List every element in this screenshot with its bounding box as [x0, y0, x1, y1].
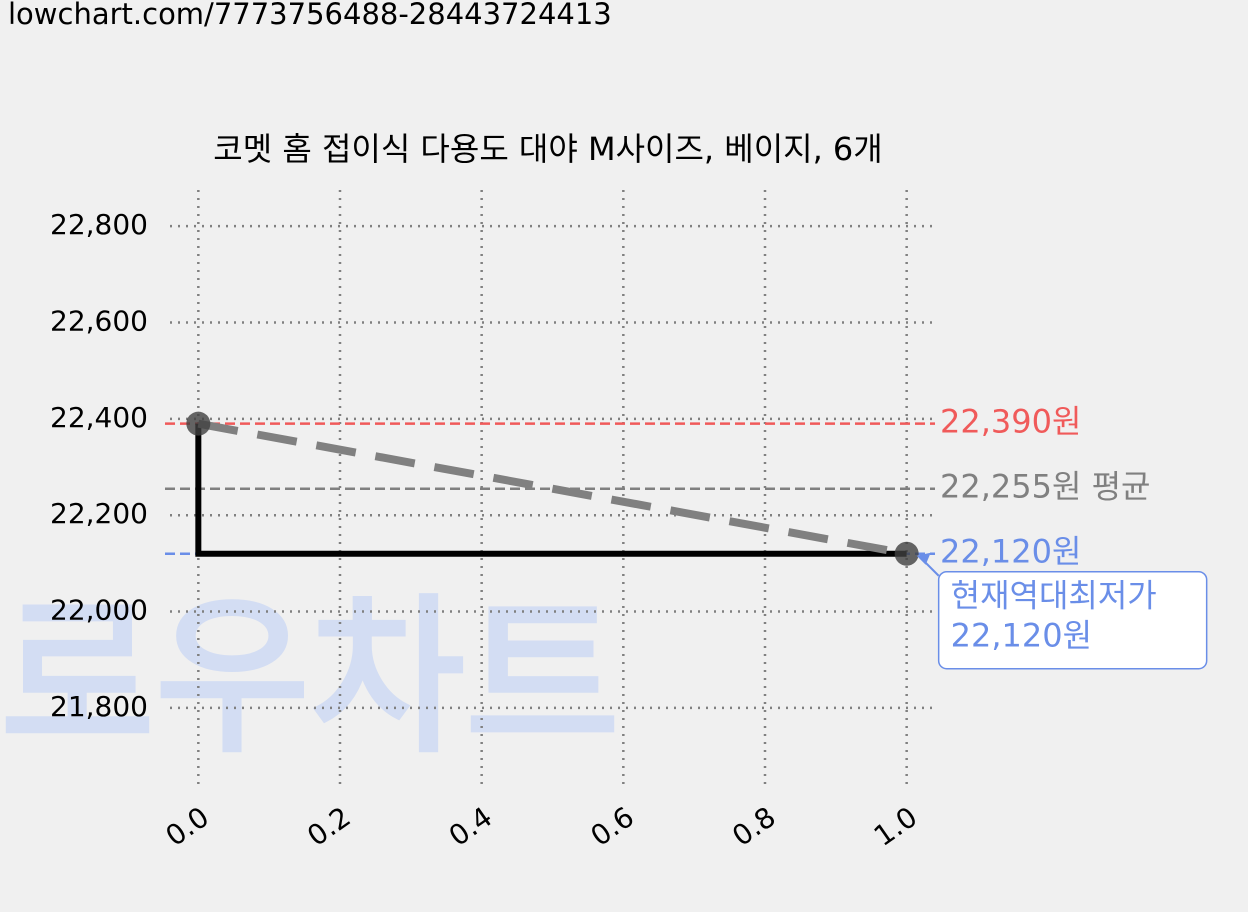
y-tick-label: 22,400 — [50, 401, 148, 434]
chart-title: 코멧 홈 접이식 다용도 대야 M사이즈, 베이지, 6개 — [213, 130, 882, 168]
reference-label: 22,120원 — [940, 533, 1081, 571]
point — [186, 411, 211, 436]
x-tick-label: 1.0 — [868, 800, 923, 853]
point — [894, 541, 919, 566]
reference-label: 22,255원 평균 — [940, 468, 1150, 506]
reference-label: 22,390원 — [940, 403, 1081, 441]
x-tick-label: 0.4 — [443, 800, 498, 853]
x-tick-label: 0.8 — [726, 800, 781, 853]
x-tick-label: 0.0 — [160, 800, 215, 853]
annotation-box — [937, 570, 1208, 670]
trend-line — [197, 419, 908, 558]
y-tick-label: 21,800 — [50, 690, 148, 723]
y-tick-label: 22,800 — [50, 208, 148, 241]
y-tick-label: 22,600 — [50, 304, 148, 337]
url: lowchart.com/7773756488-28443724413 — [8, 0, 612, 31]
annotation-text: 22,120원 — [951, 617, 1092, 655]
x-tick-label: 0.6 — [585, 800, 640, 853]
step-line — [195, 423, 907, 557]
y-tick-label: 22,200 — [50, 497, 148, 530]
x-tick-label: 0.2 — [301, 800, 356, 853]
annotation-arrowhead — [916, 552, 931, 565]
y-tick-label: 22,000 — [50, 594, 148, 627]
watermark: 로우차트 — [0, 579, 620, 777]
annotation-text: 현재역대최저가 — [951, 577, 1157, 615]
